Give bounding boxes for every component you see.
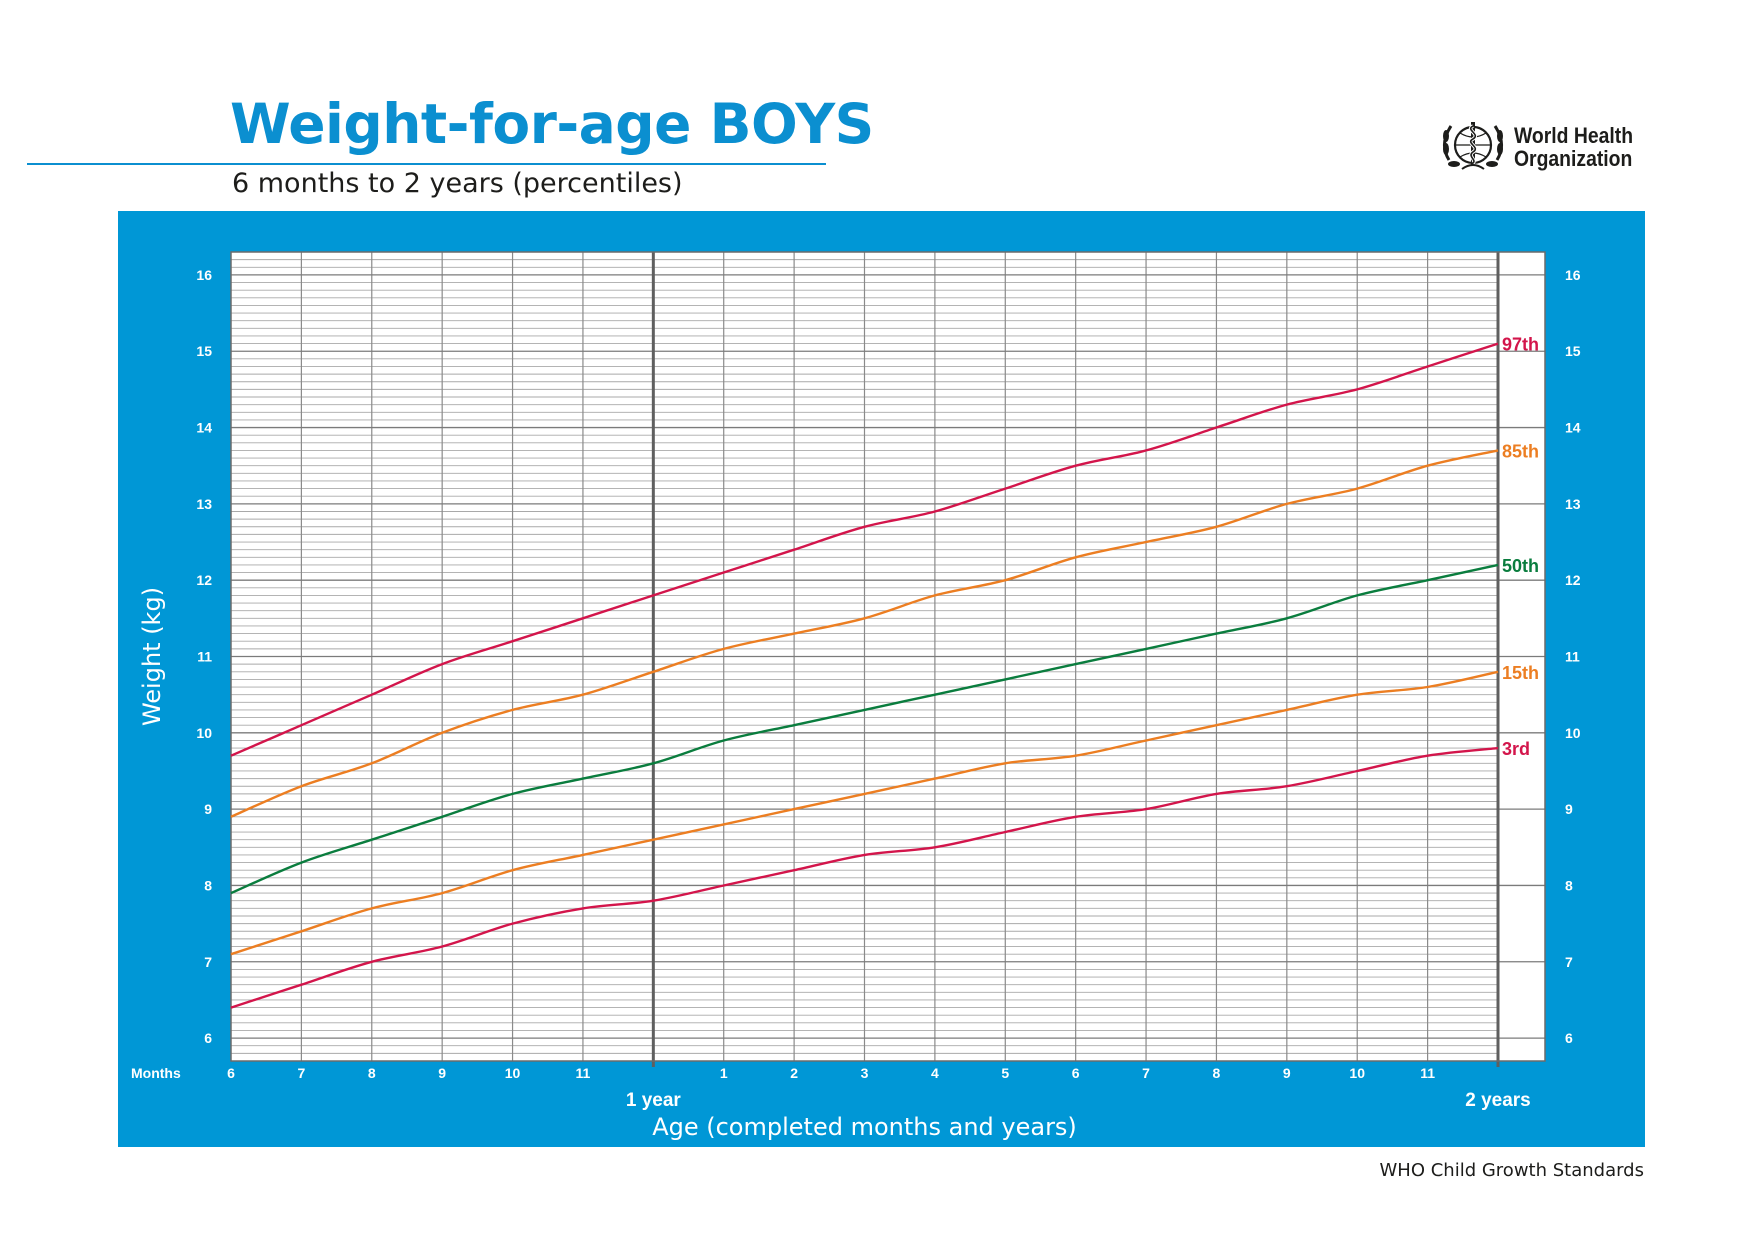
- x-tick-label: 6: [1072, 1065, 1080, 1081]
- y-tick-label-left: 11: [197, 649, 212, 665]
- y-axis-title: Weight (kg): [138, 587, 166, 726]
- y-tick-label-right: 10: [1565, 725, 1581, 741]
- series-label-97th: 97th: [1502, 335, 1539, 355]
- series-label-15th: 15th: [1502, 663, 1539, 683]
- y-tick-label-left: 13: [196, 496, 212, 512]
- x-tick-label: 7: [1142, 1065, 1150, 1081]
- x-tick-label: 9: [1283, 1065, 1291, 1081]
- series-label-3rd: 3rd: [1502, 739, 1530, 759]
- y-tick-label-right: 13: [1565, 496, 1581, 512]
- series-line-97th: [230, 342, 1499, 757]
- who-name-line1: World Health: [1514, 123, 1634, 148]
- y-tick-label-left: 7: [204, 954, 212, 970]
- plot-border: [230, 251, 1546, 1062]
- series-line-85th: [230, 449, 1499, 818]
- x-tick-label: 11: [576, 1065, 591, 1081]
- series-label-85th: 85th: [1502, 441, 1539, 461]
- x-tick-label: 10: [1349, 1065, 1365, 1081]
- y-tick-label-left: 10: [196, 725, 212, 741]
- x-tick-label: 8: [1213, 1065, 1221, 1081]
- x-tick-label: 10: [505, 1065, 521, 1081]
- y-tick-label-left: 16: [196, 267, 212, 283]
- y-tick-label-right: 11: [1565, 649, 1580, 665]
- y-tick-label-right: 15: [1565, 343, 1581, 359]
- y-tick-label-left: 14: [196, 420, 212, 436]
- who-name-line2: Organization: [1514, 146, 1633, 171]
- x-tick-label: 5: [1001, 1065, 1009, 1081]
- y-tick-label-right: 12: [1565, 572, 1581, 588]
- y-tick-label-right: 8: [1565, 877, 1573, 893]
- year-marker-label: 2 years: [1465, 1090, 1531, 1111]
- series-label-50th: 50th: [1502, 556, 1539, 576]
- x-tick-label: 6: [227, 1065, 235, 1081]
- x-axis-title: Age (completed months and years): [652, 1113, 1077, 1141]
- x-tick-label: 2: [790, 1065, 798, 1081]
- title-divider: [27, 163, 826, 165]
- y-tick-label-left: 9: [204, 801, 212, 817]
- y-tick-label-left: 15: [196, 343, 212, 359]
- who-name: World Health Organization: [1514, 124, 1690, 170]
- y-tick-label-right: 6: [1565, 1030, 1573, 1046]
- x-tick-label: 9: [438, 1065, 446, 1081]
- x-tick-label: 1: [720, 1065, 728, 1081]
- chart-panel: 6 6 7 7 8 8 9 9 10 10 11 11 12 12 13 13 14 14 15 15 16 16 6 7 8 9…: [118, 211, 1645, 1147]
- series-line-50th: [230, 563, 1499, 895]
- y-tick-label-left: 8: [204, 877, 212, 893]
- y-tick-label-right: 14: [1565, 420, 1581, 436]
- chart-title: Weight-for-age BOYS: [230, 92, 874, 156]
- y-tick-label-left: 12: [196, 572, 212, 588]
- y-tick-label-left: 6: [204, 1030, 212, 1046]
- y-tick-label-right: 7: [1565, 954, 1573, 970]
- x-tick-label: 8: [368, 1065, 376, 1081]
- chart-subtitle: 6 months to 2 years (percentiles): [232, 168, 683, 199]
- y-tick-label-right: 16: [1565, 267, 1581, 283]
- x-axis-caption: Months: [131, 1065, 181, 1081]
- footer-note: WHO Child Growth Standards: [1379, 1160, 1645, 1181]
- x-tick-label: 4: [931, 1065, 939, 1081]
- who-emblem-icon: [1443, 122, 1503, 170]
- series-line-3rd: [230, 746, 1499, 1009]
- x-tick-label: 3: [861, 1065, 869, 1081]
- series-line-15th: [230, 670, 1499, 956]
- x-tick-label: 11: [1420, 1065, 1435, 1081]
- year-marker-label: 1 year: [626, 1090, 682, 1111]
- x-tick-label: 7: [297, 1065, 305, 1081]
- y-tick-label-right: 9: [1565, 801, 1573, 817]
